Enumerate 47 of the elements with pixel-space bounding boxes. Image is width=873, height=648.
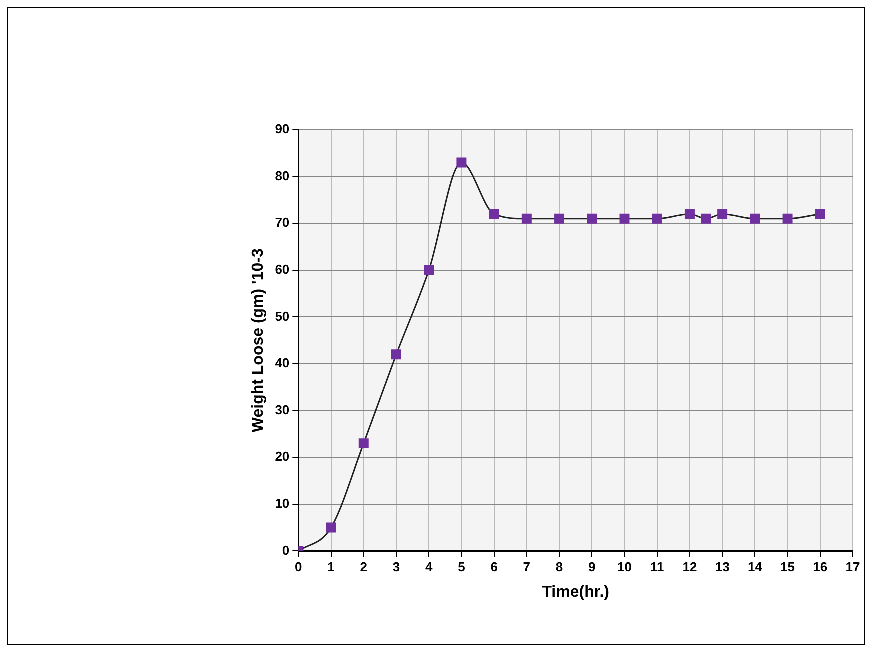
x-tick-label: 6 xyxy=(490,560,498,575)
y-tick-label: 20 xyxy=(275,449,290,464)
y-tick-label: 90 xyxy=(275,122,290,137)
x-tick-label: 1 xyxy=(328,560,335,575)
point xyxy=(684,209,695,220)
point xyxy=(391,350,402,360)
point xyxy=(424,265,434,276)
point xyxy=(326,522,336,533)
point xyxy=(587,214,598,224)
y-tick-label: 10 xyxy=(275,496,290,511)
x-tick-label: 10 xyxy=(618,560,632,575)
x-tick-label: 17 xyxy=(846,560,860,575)
x-tick-label: 15 xyxy=(780,560,796,575)
point xyxy=(701,214,712,224)
y-axis-title: Weight Loose (gm) '10-3 xyxy=(250,248,268,433)
point xyxy=(750,214,760,224)
y-tick-label: 60 xyxy=(275,262,290,277)
y-tick-label: 0 xyxy=(282,542,290,558)
point xyxy=(358,438,369,449)
y-tick-label: 40 xyxy=(275,356,290,371)
point xyxy=(718,209,728,220)
point xyxy=(652,214,662,224)
x-axis-title: Time(hr.) xyxy=(542,584,610,601)
x-tick-label: 9 xyxy=(588,560,596,575)
x-tick-label: 12 xyxy=(682,560,698,575)
point xyxy=(489,209,500,220)
point xyxy=(782,214,793,224)
x-tick-label: 13 xyxy=(715,560,730,575)
x-tick-label: 5 xyxy=(458,560,466,575)
point xyxy=(554,214,565,224)
x-tick-label: 2 xyxy=(360,560,368,575)
point xyxy=(620,214,630,224)
y-tick-label: 70 xyxy=(275,215,290,230)
y-tick-label: 30 xyxy=(275,402,290,418)
point xyxy=(522,214,532,224)
x-tick-label: 11 xyxy=(650,560,664,575)
x-tick-label: 0 xyxy=(295,560,302,575)
y-tick-label: 50 xyxy=(275,308,290,324)
x-tick-label: 16 xyxy=(813,560,828,575)
x-tick-label: 8 xyxy=(556,560,564,575)
x-tick-label: 14 xyxy=(748,560,764,575)
x-tick-label: 7 xyxy=(523,560,531,575)
y-tick-label: 80 xyxy=(275,168,290,184)
x-tick-label: 4 xyxy=(425,560,434,575)
point xyxy=(815,209,826,220)
x-tick-label: 3 xyxy=(392,560,400,575)
point xyxy=(456,158,467,168)
